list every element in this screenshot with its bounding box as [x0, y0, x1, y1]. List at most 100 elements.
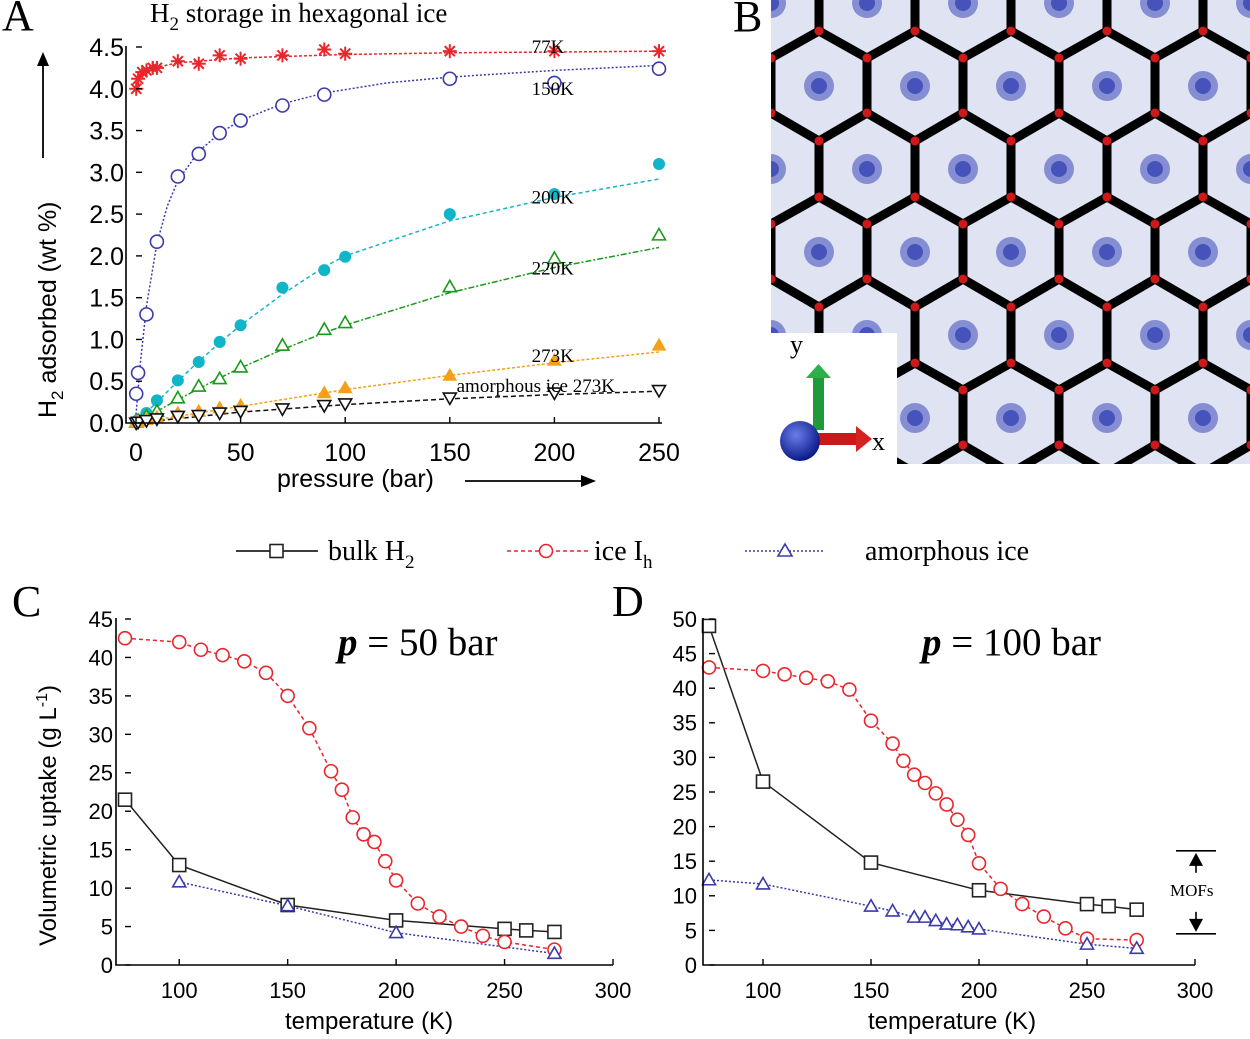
- x-axis-arrow-shaft: [818, 433, 858, 445]
- data-point-ice-ih: [820, 673, 836, 689]
- legend-label-amorphous: amorphous ice: [865, 536, 1029, 567]
- y-tick-label: 1.0: [89, 326, 124, 354]
- data-point-150k: [233, 113, 248, 128]
- data-point-200k: [276, 281, 289, 294]
- data-point-220k: [651, 226, 667, 241]
- data-point-ice-ih: [917, 775, 933, 791]
- data-point-150k: [170, 169, 186, 184]
- data-point-amorphous-ice: [884, 902, 901, 917]
- data-point-amorphous-ice: [1128, 940, 1145, 955]
- data-point-bulk-h2: [971, 882, 987, 898]
- data-point-150k: [139, 307, 154, 322]
- data-point-bulk-h2: [547, 924, 562, 940]
- panel-b-letter: B: [733, 0, 762, 41]
- y-tick-label: 1.5: [89, 285, 124, 313]
- panel-b: B y x: [733, 0, 1250, 464]
- data-point-ice-ih: [701, 660, 717, 675]
- data-point-ice-ih: [117, 630, 133, 646]
- data-point-ice-ih: [777, 667, 792, 682]
- y-axis-letter: y: [790, 330, 803, 359]
- data-point-amorphous-ice-273k: [232, 405, 249, 420]
- data-point-200k: [213, 335, 226, 348]
- legend-entry-bulk-h2: bulk H2: [236, 536, 415, 573]
- fit-line-273k: [135, 351, 660, 424]
- y-tick-label: 3.0: [89, 159, 124, 187]
- y-tick-label: 45: [89, 607, 113, 632]
- data-point-273k: [651, 337, 667, 351]
- legend-entry-ice-ih: ice Ih: [507, 536, 653, 573]
- data-point-amorphous-ice: [171, 873, 188, 888]
- mofs-upper-arrowhead: [1189, 852, 1203, 866]
- x-tick-label: 0: [129, 439, 143, 467]
- data-point-150k: [149, 234, 165, 249]
- data-point-ice-ih: [1014, 896, 1030, 912]
- data-point-amorphous-ice: [546, 945, 563, 960]
- data-point-ice-ih: [377, 853, 393, 869]
- data-point-ice-ih: [215, 647, 230, 663]
- y-tick-label: 40: [673, 676, 697, 701]
- data-point-ice-ih: [906, 767, 922, 783]
- data-point-ice-ih: [236, 653, 252, 669]
- data-point-150k: [191, 146, 207, 162]
- data-point-amorphous-ice: [960, 918, 977, 933]
- data-point-ice-ih: [885, 736, 900, 751]
- data-point-amorphous-ice-273k: [316, 399, 333, 414]
- data-point-150k: [128, 386, 144, 402]
- data-point-amorphous-ice-273k: [274, 403, 291, 417]
- data-point-amorphous-ice: [938, 916, 955, 930]
- legend-entry-amorphous-ice: amorphous ice: [745, 536, 1029, 567]
- y-tick-label: 35: [89, 684, 113, 709]
- y-tick-label: 15: [673, 849, 697, 874]
- data-point-220k: [169, 389, 186, 404]
- data-point-150k: [275, 98, 290, 113]
- data-point-200k: [234, 319, 247, 332]
- y-tick-label: 0.5: [89, 368, 124, 396]
- panel-a-title: H2 storage in hexagonal ice: [150, 0, 447, 35]
- data-point-ice-ih: [356, 826, 371, 842]
- panel-c-axes: [115, 618, 613, 966]
- data-point-ice-ih: [497, 934, 512, 950]
- y-axis-arrowhead: [806, 364, 831, 378]
- data-point-amorphous-ice-273k: [138, 414, 155, 429]
- curve-label-77k: 77K: [532, 37, 565, 58]
- data-point-ice-ih: [960, 827, 976, 843]
- data-point-amorphous-ice: [906, 909, 923, 923]
- panel-c-letter: C: [12, 577, 41, 626]
- data-point-200k: [548, 188, 561, 201]
- x-tick-label: 100: [324, 439, 366, 467]
- y-tick-label: 10: [89, 876, 113, 901]
- data-point-77k: [191, 56, 206, 71]
- panel-c-pressure-annotation: p = 50 bar: [335, 621, 498, 664]
- y-tick-label: 10: [673, 884, 697, 909]
- x-tick-label: 300: [595, 978, 632, 1003]
- x-tick-label: 100: [745, 978, 782, 1003]
- data-point-ice-ih: [939, 797, 954, 812]
- legend-circle-marker: [538, 543, 554, 559]
- data-point-amorphous-ice-273k: [190, 409, 207, 424]
- data-point-220k: [546, 250, 563, 265]
- y-tick-label: 35: [673, 711, 697, 736]
- x-tick-label: 100: [161, 978, 198, 1003]
- y-tick-label: 3.5: [89, 118, 124, 146]
- data-point-amorphous-ice-273k: [546, 387, 563, 402]
- data-point-ice-ih: [863, 713, 879, 729]
- data-point-273k: [442, 367, 458, 381]
- x-tick-label: 150: [269, 978, 306, 1003]
- data-point-bulk-h2: [1101, 898, 1116, 914]
- fit-line-200k: [135, 178, 660, 424]
- y-tick-label: 4.5: [89, 34, 124, 62]
- curve-label-200k: 200K: [532, 187, 575, 208]
- data-point-bulk-h2: [518, 923, 534, 938]
- data-point-150k: [547, 75, 562, 91]
- data-point-ice-ih: [1036, 909, 1052, 924]
- panel-d-letter: D: [612, 577, 644, 626]
- data-point-150k: [442, 71, 458, 87]
- x-tick-label: 200: [378, 978, 415, 1003]
- data-point-ice-ih: [334, 782, 350, 797]
- x-tick-label: 250: [486, 978, 523, 1003]
- data-point-amorphous-ice: [949, 916, 966, 931]
- data-point-77k: [212, 48, 227, 63]
- y-tick-label: 2.0: [89, 243, 124, 271]
- mofs-lower-arrowhead: [1189, 918, 1203, 932]
